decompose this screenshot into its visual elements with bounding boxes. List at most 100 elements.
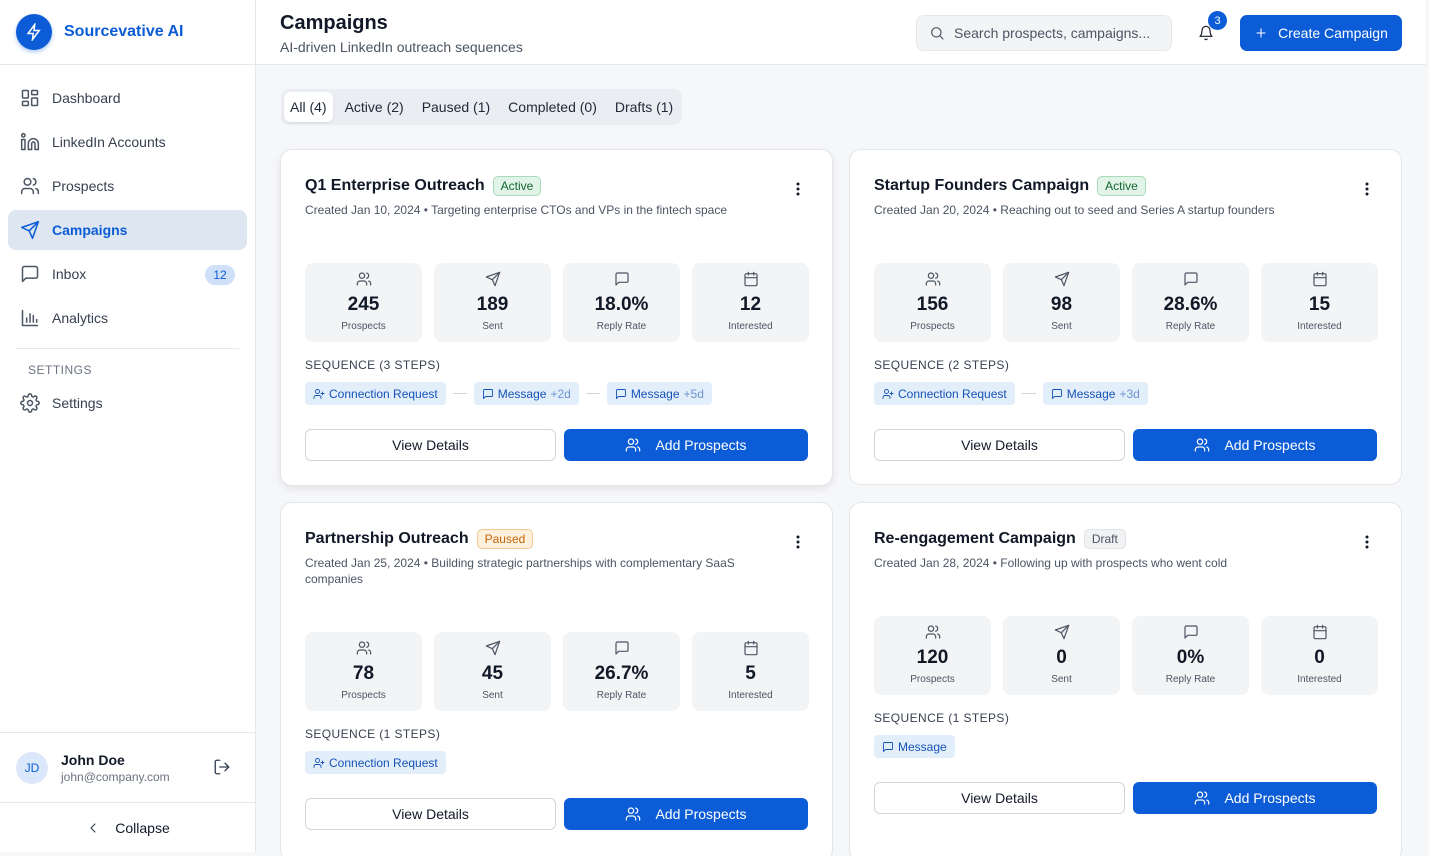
create-campaign-button[interactable]: Create Campaign [1240, 15, 1402, 51]
sidebar-item-campaigns[interactable]: Campaigns [8, 210, 247, 250]
add-prospects-button[interactable]: Add Prospects [564, 798, 808, 830]
users-icon [356, 640, 372, 656]
send-icon [1054, 271, 1070, 287]
more-vertical-icon[interactable] [796, 182, 800, 196]
search-icon [929, 25, 945, 41]
sidebar-item-inbox[interactable]: Inbox 12 [8, 254, 247, 294]
tab-paused[interactable]: Paused (1) [421, 99, 491, 115]
more-vertical-icon[interactable] [1365, 535, 1369, 549]
step-delay: +5d [683, 386, 704, 401]
message-square-icon [614, 271, 630, 287]
campaign-title[interactable]: Re-engagement Campaign [874, 530, 1076, 547]
add-prospects-button[interactable]: Add Prospects [1133, 429, 1377, 461]
campaign-description: Created Jan 25, 2024 • Building strategi… [305, 556, 735, 586]
campaign-stats: 78 Prospects 45 Sent 26.7% Reply Rate 5 … [305, 632, 809, 711]
view-details-button[interactable]: View Details [874, 429, 1125, 461]
more-vertical-icon[interactable] [1365, 182, 1369, 196]
stat-value: 0 [1056, 647, 1067, 668]
tab-active[interactable]: Active (2) [344, 99, 404, 115]
sidebar-item-label: Prospects [52, 178, 115, 194]
tab-drafts[interactable]: Drafts (1) [614, 99, 674, 115]
sidebar-item-label: Inbox [52, 266, 87, 282]
user-email: john@company.com [61, 769, 170, 784]
step-connector [585, 393, 600, 394]
stat-sent: 0 Sent [1003, 616, 1120, 695]
stat-sent: 45 Sent [434, 632, 551, 711]
calendar-icon [1312, 271, 1328, 287]
search-input[interactable] [954, 25, 1154, 41]
stat-label: Prospects [341, 321, 386, 332]
collapse-button[interactable]: Collapse [0, 802, 255, 852]
message-square-icon [882, 741, 894, 753]
stat-value: 245 [347, 294, 380, 315]
campaign-title[interactable]: Startup Founders Campaign [874, 177, 1090, 194]
user-plus-icon [882, 388, 894, 400]
inbox-count-badge: 12 [205, 265, 235, 285]
sequence-label: SEQUENCE (3 STEPS) [305, 358, 441, 372]
step-label: Message [497, 386, 547, 401]
logout-icon[interactable] [213, 758, 231, 776]
message-square-icon [1183, 271, 1199, 287]
tab-all[interactable]: All (4) [284, 92, 333, 122]
campaign-title[interactable]: Partnership Outreach [305, 530, 469, 547]
plus-icon [1254, 26, 1268, 40]
step-delay: +2d [550, 386, 571, 401]
tab-completed[interactable]: Completed (0) [508, 99, 597, 115]
settings-section-label: SETTINGS [28, 363, 93, 377]
sequence-step: Message +2d [473, 382, 579, 405]
lightning-logo-icon[interactable] [16, 14, 52, 50]
stat-label: Reply Rate [1165, 674, 1216, 685]
view-details-button[interactable]: View Details [874, 782, 1125, 814]
message-square-icon [614, 640, 630, 656]
sequence-steps: Connection Request Message +2d Message +… [305, 382, 712, 405]
campaign-title[interactable]: Q1 Enterprise Outreach [305, 177, 485, 194]
campaign-card: Re-engagement Campaign Draft Created Jan… [849, 502, 1402, 856]
add-prospects-label: Add Prospects [655, 437, 747, 453]
users-icon [625, 437, 641, 453]
stat-label: Sent [482, 690, 503, 701]
card-actions: View Details Add Prospects [874, 782, 1377, 814]
brand: Sourcevative AI [0, 0, 255, 65]
step-label: Message [898, 739, 947, 754]
add-prospects-button[interactable]: Add Prospects [564, 429, 808, 461]
brand-name: Sourcevative AI [64, 23, 184, 40]
stat-value: 189 [476, 294, 509, 315]
campaign-card: Startup Founders Campaign Active Created… [849, 149, 1402, 485]
stat-value: 26.7% [594, 663, 649, 684]
sidebar-item-analytics[interactable]: Analytics [8, 298, 247, 338]
campaign-card: Partnership Outreach Paused Created Jan … [280, 502, 833, 856]
user-info: John Doe john@company.com [61, 752, 170, 784]
view-details-button[interactable]: View Details [305, 429, 556, 461]
create-campaign-label: Create Campaign [1278, 25, 1388, 41]
user-profile: JD John Doe john@company.com [0, 732, 255, 802]
stat-prospects: 120 Prospects [874, 616, 991, 695]
stat-interested: 0 Interested [1261, 616, 1378, 695]
sidebar-item-settings[interactable]: Settings [8, 383, 247, 423]
users-icon [1194, 790, 1210, 806]
view-details-button[interactable]: View Details [305, 798, 556, 830]
campaign-filter-tabs: All (4) Active (2) Paused (1) Completed … [281, 89, 683, 125]
sidebar-item-label: LinkedIn Accounts [52, 134, 166, 150]
sequence-steps: Connection Request Message +3d [874, 382, 1148, 405]
sidebar-item-linkedin-accounts[interactable]: LinkedIn Accounts [8, 122, 247, 162]
search-box [916, 15, 1172, 51]
bell-icon[interactable] [1198, 24, 1214, 42]
add-prospects-button[interactable]: Add Prospects [1133, 782, 1377, 814]
sequence-step: Message +3d [1042, 382, 1148, 405]
sequence-step: Connection Request [874, 382, 1015, 405]
campaign-stats: 156 Prospects 98 Sent 28.6% Reply Rate 1… [874, 263, 1378, 342]
sidebar-item-label: Settings [52, 395, 103, 411]
message-square-icon [1051, 388, 1063, 400]
sidebar-item-dashboard[interactable]: Dashboard [8, 78, 247, 118]
message-square-icon [1183, 624, 1199, 640]
add-prospects-label: Add Prospects [1224, 437, 1316, 453]
more-vertical-icon[interactable] [796, 535, 800, 549]
sidebar-item-prospects[interactable]: Prospects [8, 166, 247, 206]
stat-sent: 189 Sent [434, 263, 551, 342]
step-label: Message [630, 386, 680, 401]
step-delay: +3d [1119, 386, 1140, 401]
page-title: Campaigns [280, 12, 388, 34]
users-icon [356, 271, 372, 287]
linkedin-icon [20, 132, 40, 152]
step-connector [1021, 393, 1036, 394]
